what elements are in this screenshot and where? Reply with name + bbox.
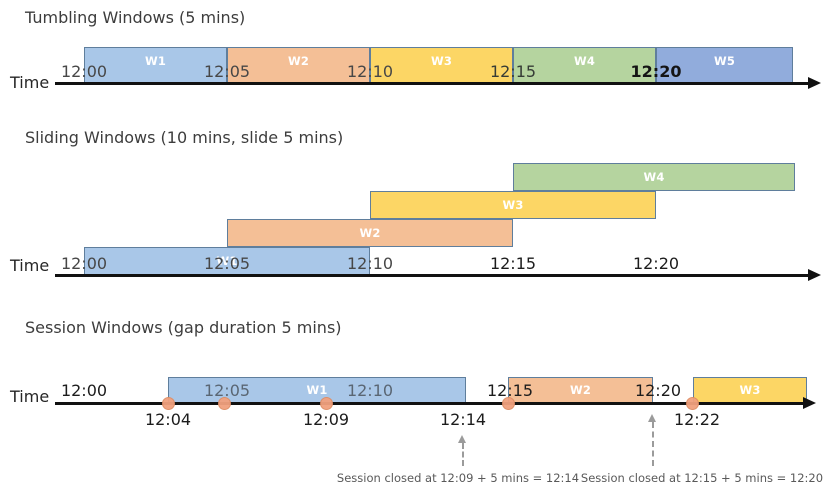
event-time-12-22: 12:22 xyxy=(673,410,721,429)
session-title: Session Windows (gap duration 5 mins) xyxy=(25,318,342,337)
tick-12-20: 12:20 xyxy=(634,381,682,400)
sliding-w2-window: W2 xyxy=(227,219,513,247)
arrow-up-icon xyxy=(648,414,656,422)
window-label: W2 xyxy=(359,226,381,240)
session-close-dashed-line xyxy=(652,422,654,466)
axis-arrowhead-icon xyxy=(808,76,821,89)
sliding-time-axis-label: Time xyxy=(10,256,50,275)
sliding-w1-window: W1 xyxy=(84,247,370,275)
window-label: W1 xyxy=(306,383,328,397)
tumbling-time-axis-label: Time xyxy=(10,73,50,92)
session-w3-window: W3 xyxy=(693,377,807,403)
tick-12-10: 12:10 xyxy=(346,381,394,400)
window-label: W3 xyxy=(739,383,761,397)
tick-12-00: 12:00 xyxy=(60,381,108,400)
tumbling-w3-window: W3 xyxy=(370,47,513,83)
tick-12-10: 12:10 xyxy=(346,62,394,81)
session-close-annotation-2: Session closed at 12:15 + 5 mins = 12:20 xyxy=(580,471,824,485)
event-dot xyxy=(161,396,175,410)
session-close-dashed-line xyxy=(462,443,464,466)
sliding-w3-window: W3 xyxy=(370,191,656,219)
event-dot xyxy=(217,396,231,410)
tumbling-w5-window: W5 xyxy=(656,47,793,83)
tick-12-15: 12:15 xyxy=(489,254,537,273)
tick-12-00: 12:00 xyxy=(60,62,108,81)
window-label: W2 xyxy=(287,54,310,68)
tick-12-20: 12:20 xyxy=(630,62,682,81)
tick-12-15: 12:15 xyxy=(489,62,537,81)
axis-arrowhead-icon xyxy=(808,268,821,281)
window-label: W1 xyxy=(216,254,238,268)
session-time-axis xyxy=(55,402,805,405)
event-time-12-04: 12:04 xyxy=(144,410,192,429)
event-dot xyxy=(319,396,333,410)
window-label: W1 xyxy=(144,54,167,68)
arrow-up-icon xyxy=(458,435,466,443)
window-label: W4 xyxy=(573,54,596,68)
sliding-time-axis xyxy=(55,274,809,277)
session-close-annotation-1: Session closed at 12:09 + 5 mins = 12:14 xyxy=(336,471,580,485)
event-dot xyxy=(501,396,515,410)
window-label: W3 xyxy=(430,54,453,68)
event-time-12-09: 12:09 xyxy=(302,410,350,429)
sliding-title: Sliding Windows (10 mins, slide 5 mins) xyxy=(25,128,344,147)
tick-12-15: 12:15 xyxy=(486,381,534,400)
session-time-axis-label: Time xyxy=(10,387,50,406)
sliding-w4-window: W4 xyxy=(513,163,795,191)
tumbling-w1-window: W1 xyxy=(84,47,227,83)
window-label: W3 xyxy=(502,198,524,212)
tick-12-20: 12:20 xyxy=(632,254,680,273)
event-dot xyxy=(685,396,699,410)
window-label: W4 xyxy=(643,170,665,184)
tick-12-10: 12:10 xyxy=(346,254,394,273)
session-w1-window: W1 xyxy=(168,377,466,403)
tumbling-time-axis xyxy=(55,82,809,85)
tick-12-05: 12:05 xyxy=(203,254,251,273)
event-time-12-14: 12:14 xyxy=(439,410,487,429)
window-label: W2 xyxy=(569,383,592,397)
axis-arrowhead-icon xyxy=(803,396,816,409)
window-label: W5 xyxy=(713,54,736,68)
tick-12-05: 12:05 xyxy=(203,62,251,81)
session-w2-window: W2 xyxy=(508,377,653,403)
tumbling-title: Tumbling Windows (5 mins) xyxy=(25,8,246,27)
tick-12-00: 12:00 xyxy=(60,254,108,273)
tick-12-05: 12:05 xyxy=(203,381,251,400)
